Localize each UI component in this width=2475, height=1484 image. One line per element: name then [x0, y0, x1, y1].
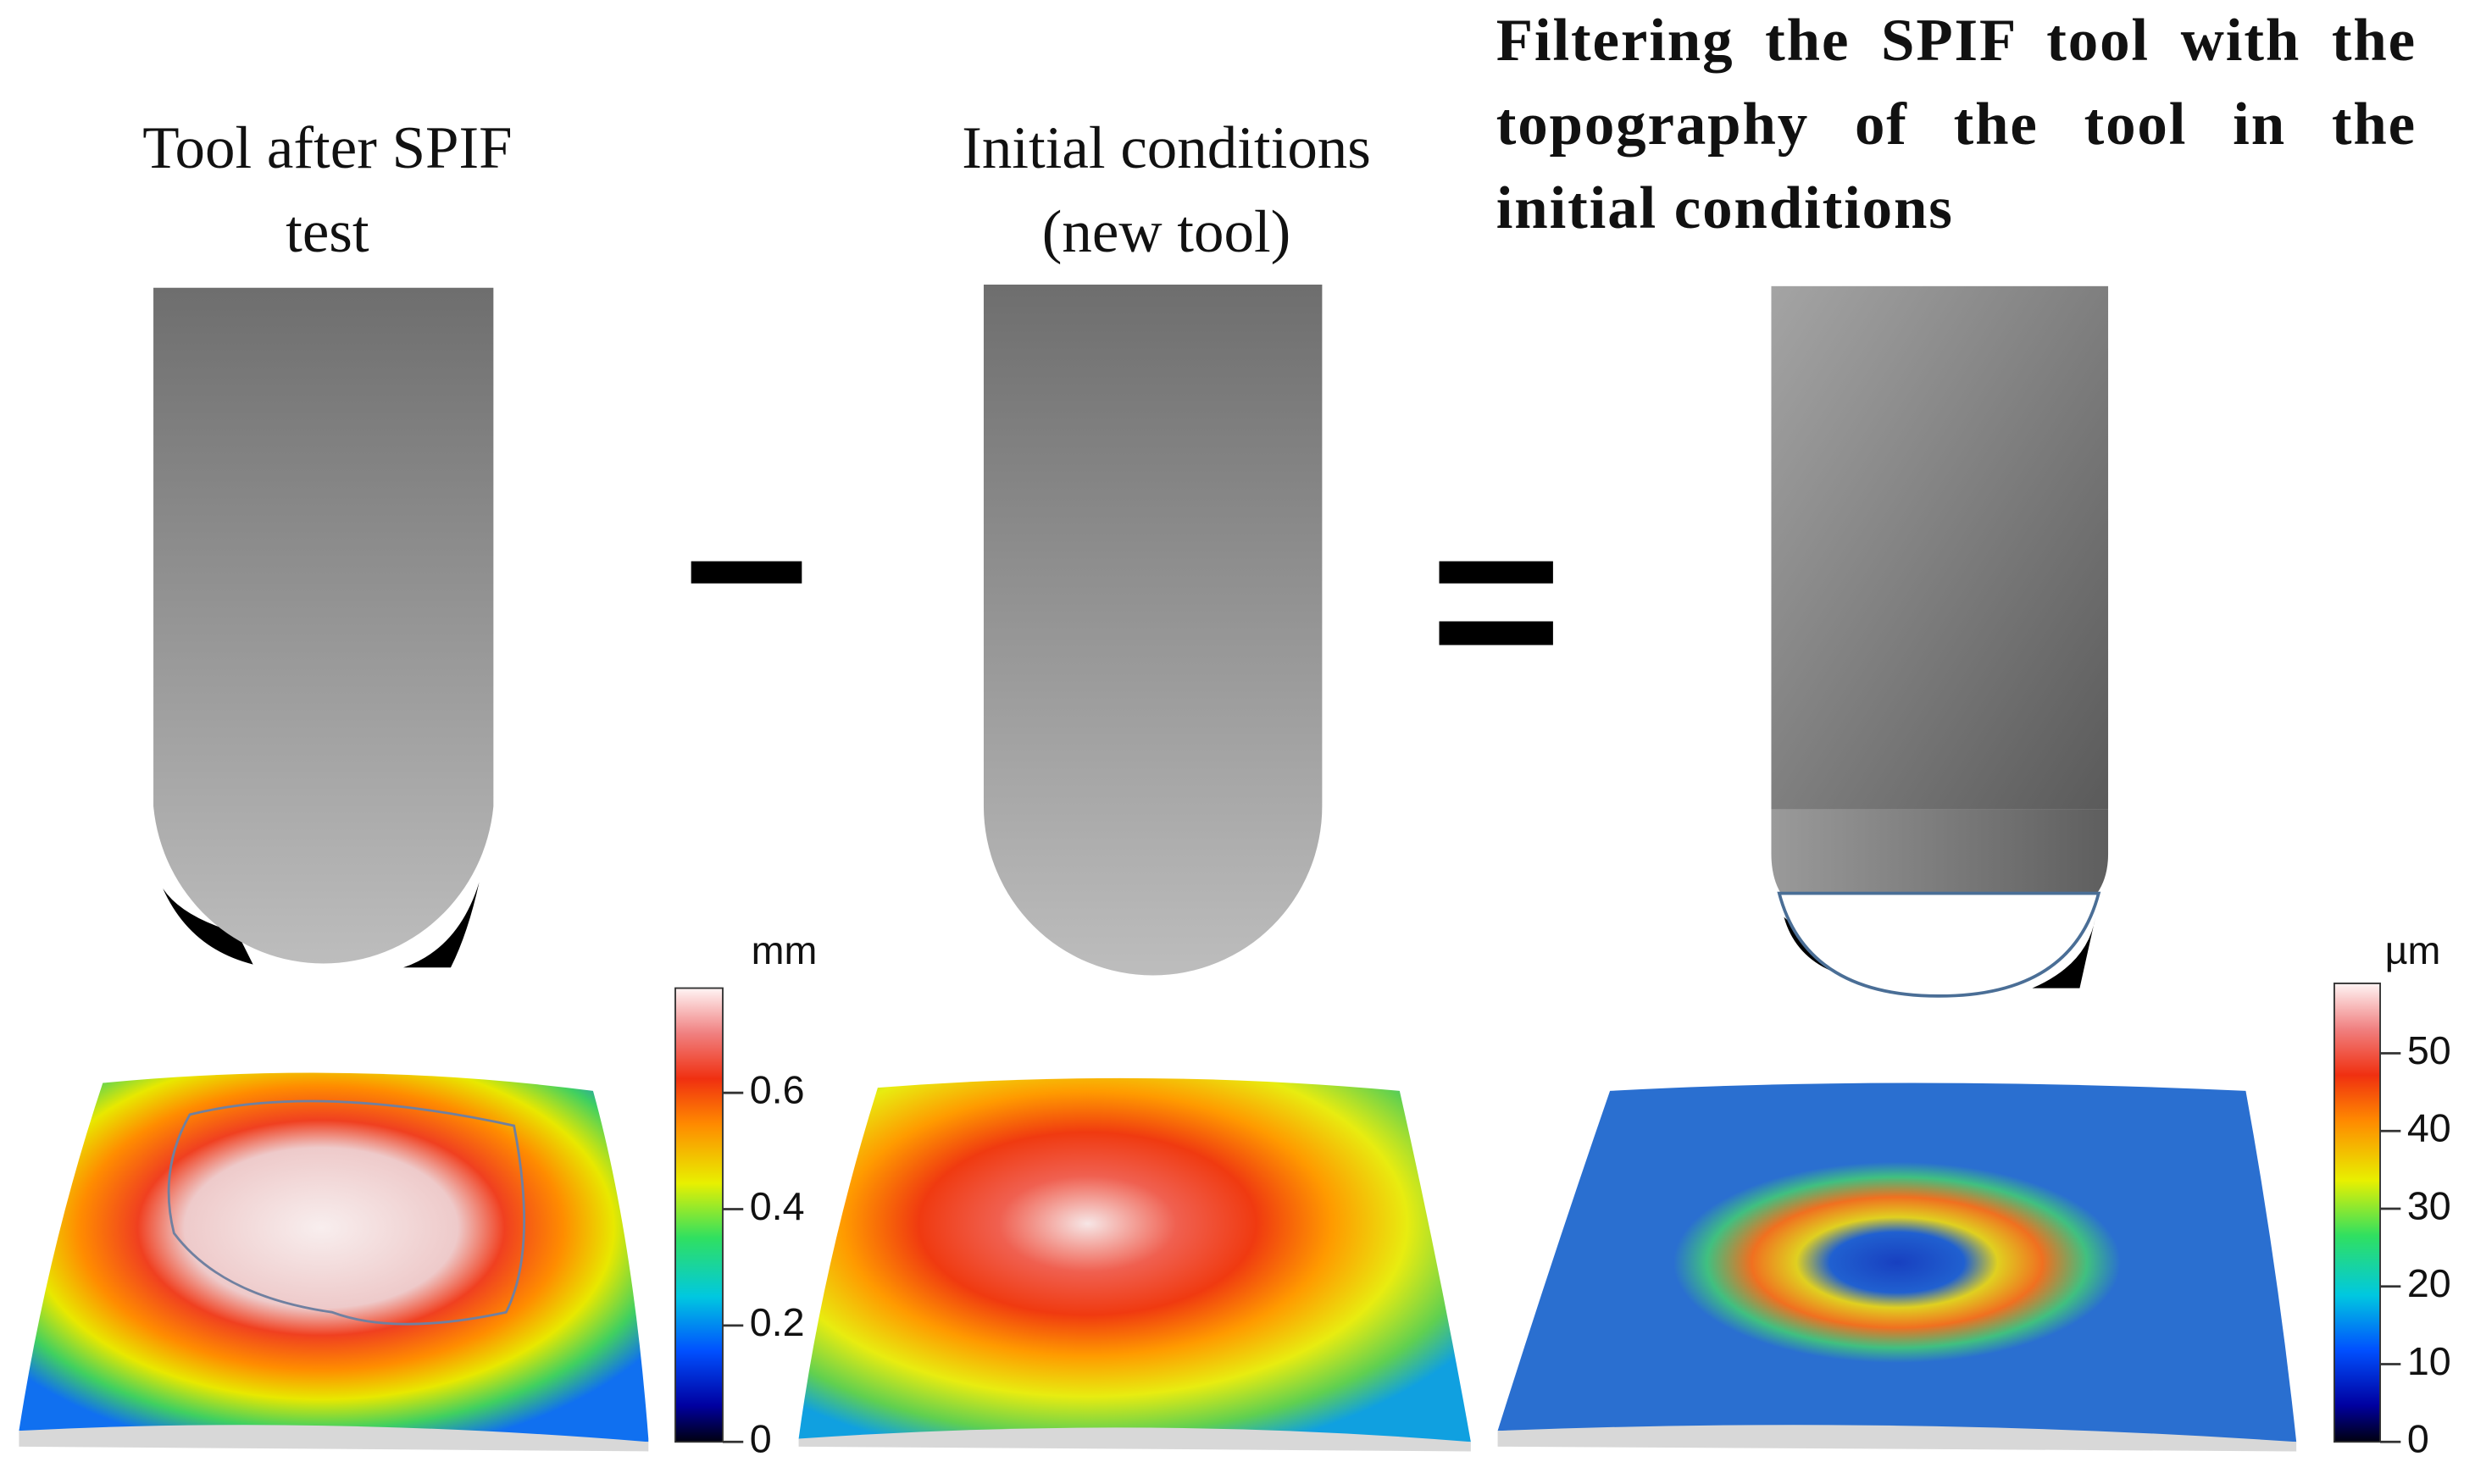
- colorbar: [2333, 983, 2382, 1443]
- colorbar-tick-label: 30: [2407, 1183, 2451, 1227]
- wear-mark: [1784, 916, 2096, 988]
- filtered-tool-cap: [1777, 891, 2101, 998]
- colorbar-mm: mm 0 0.2 0.4 0.6: [674, 928, 818, 1461]
- surface-base: [1497, 1425, 2297, 1452]
- panel-title: Initial conditions (new tool): [962, 115, 1371, 266]
- colorbar-tick-label: 50: [2407, 1028, 2451, 1072]
- equals-sign: [1439, 621, 1553, 645]
- surface-base: [19, 1425, 649, 1452]
- filtered-tool: [1771, 285, 2109, 810]
- colorbar-tick-label: 20: [2407, 1261, 2451, 1305]
- colorbar-tick-label: 0.6: [750, 1068, 805, 1112]
- colorbar-um: µm 0 10 20 30 40 50: [2333, 928, 2451, 1461]
- contour-line: [167, 1099, 526, 1326]
- tool-after-spif: [153, 287, 494, 964]
- filtered-tool-band: [1771, 809, 2109, 894]
- colorbar-tick-label: 0: [2407, 1417, 2429, 1461]
- colorbar-tick-label: 0.4: [750, 1184, 805, 1228]
- colorbar-tick-label: 10: [2407, 1339, 2451, 1383]
- new-tool: [983, 284, 1323, 976]
- colorbar-tick-label: 40: [2407, 1106, 2451, 1150]
- colorbar-unit: µm: [2385, 928, 2441, 972]
- surface-filtered: [1497, 1083, 2297, 1442]
- panel-title: Filtering the SPIF tool with the topogra…: [1496, 8, 2417, 242]
- colorbar-tick-label: 0.2: [750, 1300, 805, 1344]
- colorbar-tick-label: 0: [750, 1417, 772, 1461]
- surface-worn-tool: [19, 1072, 649, 1442]
- surface-base: [798, 1427, 1471, 1452]
- surface-new-tool: [798, 1077, 1471, 1442]
- panel-title: Tool after SPIF test: [142, 115, 513, 266]
- wear-mark: [163, 888, 253, 965]
- colorbar: [674, 987, 724, 1443]
- colorbar-unit: mm: [752, 928, 818, 972]
- equals-sign: [1439, 561, 1553, 584]
- wear-mark: [402, 882, 480, 968]
- minus-sign: [691, 561, 802, 584]
